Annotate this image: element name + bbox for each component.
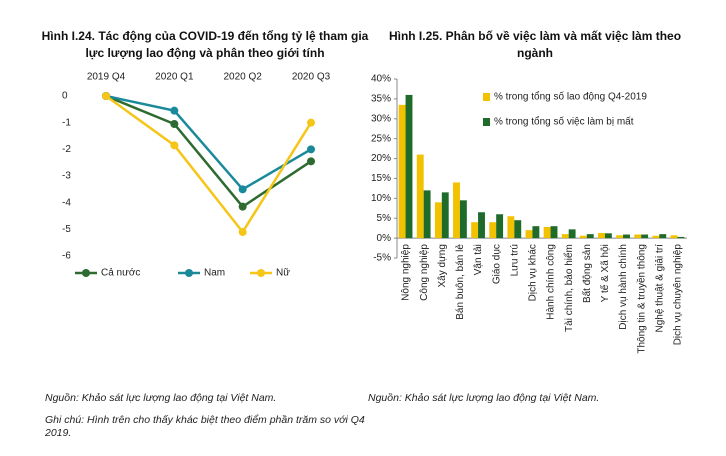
bar (507, 216, 515, 239)
bar (453, 182, 460, 239)
x-tick-label: Xây dựng (437, 244, 448, 287)
y-tick-label: -3 (62, 171, 71, 182)
point (170, 120, 179, 128)
y-tick-label: -5 (62, 224, 71, 235)
x-tick-label: Thông tin & truyền thông (635, 244, 647, 354)
legend-swatch (483, 118, 490, 126)
x-tick-label: Lưu trú (509, 244, 520, 276)
x-tick-label: Hành chính công (546, 244, 557, 320)
y-tick-label: 5% (377, 213, 392, 224)
x-tick-label: Công nghiệp (419, 244, 430, 301)
x-tick-label: 2019 Q4 (87, 72, 126, 83)
bar (586, 234, 594, 239)
x-tick-label: Tài chính, bảo hiểm (563, 244, 575, 332)
bar (489, 222, 497, 239)
chart-title: Hình I.25. Phân bố về việc làm và mất vi… (388, 29, 682, 60)
y-tick-label: -1 (62, 117, 71, 128)
bar (641, 234, 649, 239)
y-tick-label: -5% (373, 253, 391, 264)
y-tick-label: 0 (62, 91, 68, 102)
y-tick-label: 35% (371, 94, 391, 105)
point (170, 106, 179, 115)
bar (543, 226, 551, 239)
x-tick-label: Bất động sản (581, 244, 593, 303)
bar (604, 233, 612, 239)
bar (652, 235, 660, 239)
y-tick-label: 20% (371, 153, 391, 164)
legend-label: Nam (204, 268, 225, 279)
legend-marker (82, 269, 90, 277)
x-tick-label: Nghệ thuật & giải trí (654, 244, 665, 333)
line (105, 94, 312, 191)
bar (634, 234, 642, 239)
legend-marker (257, 269, 265, 277)
y-tick-label: 25% (371, 133, 391, 144)
bar (525, 230, 533, 239)
bar (659, 234, 667, 239)
line (105, 94, 313, 235)
y-tick-label: 15% (371, 173, 391, 184)
bar (471, 222, 479, 239)
legend-label: % trong tổng số lao động Q4-2019 (494, 91, 647, 103)
bar (623, 234, 630, 239)
bar (478, 212, 485, 239)
bar (434, 202, 442, 239)
y-tick-label: 10% (371, 193, 391, 204)
legend-marker (185, 269, 193, 277)
bar (441, 192, 449, 239)
x-tick-label: Dịch vụ khác (528, 244, 539, 301)
legend-label: % trong tổng số việc làm bị mất (494, 116, 634, 128)
x-tick-label: Vận tải (473, 244, 484, 275)
bar (423, 190, 431, 239)
y-tick-label: 30% (371, 113, 391, 124)
x-tick-label: Nông nghiệp (401, 244, 412, 301)
point (238, 185, 247, 194)
footnote: Ghi chú: Hình trên cho thấy khác biệt th… (45, 414, 365, 439)
legend-swatch (483, 93, 490, 101)
x-tick-label: Dịch vụ hành chính (618, 244, 629, 330)
bar (514, 220, 522, 239)
bar (398, 104, 406, 239)
bar (496, 214, 504, 239)
bar (670, 235, 678, 239)
bar (532, 226, 540, 239)
bar (561, 234, 569, 239)
legend-label: Cả nước (101, 268, 140, 279)
bar (579, 235, 587, 239)
y-tick-label: 0% (377, 233, 392, 244)
point (238, 202, 247, 211)
point (307, 157, 315, 166)
bar (568, 229, 576, 239)
bar (598, 232, 605, 239)
bar (416, 154, 424, 239)
point (102, 92, 110, 100)
x-tick-label: Bán buôn, bán lẻ (455, 244, 466, 320)
y-tick-label: 40% (371, 74, 391, 85)
x-tick-label: Giáo dục (491, 244, 502, 284)
bar (616, 235, 624, 239)
line (105, 94, 312, 209)
point (307, 145, 315, 154)
bar (550, 226, 558, 239)
point (238, 228, 247, 236)
bar (677, 236, 685, 239)
x-tick-label: Y tế & Xã hội (599, 244, 611, 302)
x-tick-label: 2020 Q1 (155, 72, 194, 83)
x-tick-label: 2020 Q3 (292, 72, 331, 83)
point (307, 118, 315, 127)
chart-title: Hình I.24. Tác động của COVID-19 đến tổn… (41, 29, 369, 60)
source-note: Nguồn: Khảo sát lực lượng lao động tại V… (368, 392, 600, 404)
y-tick-label: -6 (62, 251, 71, 262)
x-tick-label: 2020 Q2 (223, 72, 262, 83)
y-tick-label: -2 (62, 144, 71, 155)
x-tick-label: Dịch vụ chuyên nghiệp (673, 244, 684, 346)
source-note: Nguồn: Khảo sát lực lượng lao động tại V… (45, 392, 277, 404)
bar (405, 94, 413, 239)
bar (459, 200, 467, 239)
legend-label: Nữ (276, 268, 290, 279)
y-tick-label: -4 (62, 197, 71, 208)
point (170, 141, 179, 150)
